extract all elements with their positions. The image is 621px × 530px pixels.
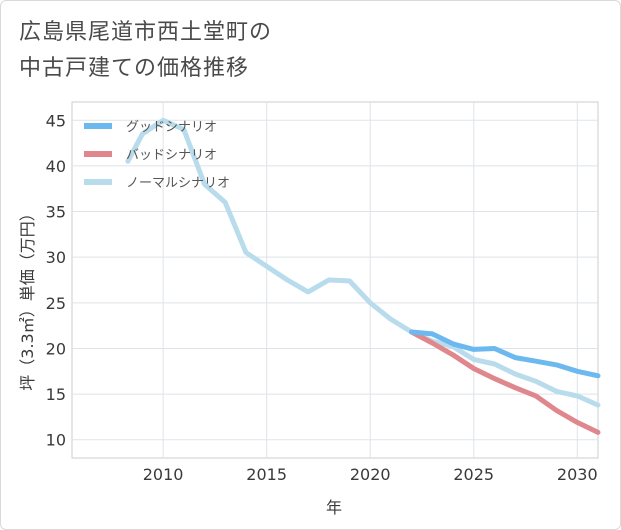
y-tick-label: 15 <box>46 385 66 404</box>
y-tick-label: 40 <box>46 157 66 176</box>
x-tick-label: 2015 <box>246 465 287 484</box>
plot-area-frame <box>71 101 599 459</box>
series-lines <box>125 117 601 435</box>
series-line-1 <box>409 329 601 435</box>
chart-title-line-1: 広島県尾道市西土堂町の <box>19 20 273 45</box>
series-line-0 <box>409 329 601 379</box>
legend-label: ノーマルシナリオ <box>126 176 230 191</box>
legend-label: バッドシナリオ <box>126 148 217 163</box>
y-tick-label: 10 <box>46 431 66 450</box>
y-tick-label: 35 <box>46 203 66 222</box>
y-tick-label: 25 <box>46 294 66 313</box>
x-axis-label: 年 <box>326 498 342 517</box>
y-tick-label: 20 <box>46 339 66 358</box>
x-tick-label: 2010 <box>143 465 184 484</box>
x-tick-label: 2020 <box>350 465 391 484</box>
chart-title: 広島県尾道市西土堂町の 中古戸建ての価格推移 <box>19 15 272 87</box>
x-tick-label: 2030 <box>557 465 598 484</box>
y-axis-label: 坪（3.3㎡）単価（万円） <box>18 205 37 390</box>
y-tick-label: 45 <box>46 111 66 130</box>
legend-label: グッドシナリオ <box>126 120 217 135</box>
x-tick-label: 2025 <box>453 465 494 484</box>
chart-title-line-2: 中古戸建ての価格推移 <box>19 56 250 81</box>
series-line-2 <box>125 117 601 408</box>
grid-lines <box>71 101 599 459</box>
y-tick-label: 30 <box>46 248 66 267</box>
